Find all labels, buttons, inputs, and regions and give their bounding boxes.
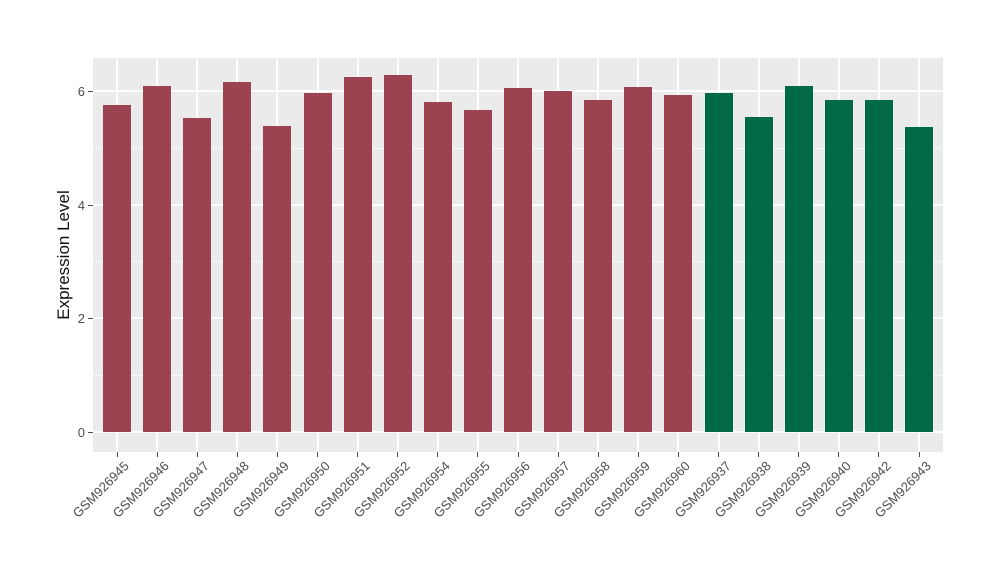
y-tick-label: 0 <box>77 425 85 440</box>
bar-GSM926950 <box>303 92 332 432</box>
x-tick-mark <box>477 452 479 457</box>
x-tick-mark <box>718 452 719 457</box>
x-tick-mark <box>517 452 519 457</box>
y-tick-label: 6 <box>77 84 85 100</box>
bar-GSM926954 <box>423 101 452 432</box>
bar-GSM926948 <box>223 81 252 432</box>
x-tick-mark <box>236 452 238 457</box>
x-tick-mark <box>557 452 559 457</box>
y-tick-label: 4 <box>77 197 85 213</box>
x-tick-mark <box>838 452 840 457</box>
bar-GSM926945 <box>103 104 131 432</box>
bar-GSM926952 <box>383 75 412 432</box>
x-tick-mark <box>276 452 278 457</box>
y-tick-mark <box>88 432 93 433</box>
bar-GSM926940 <box>824 99 853 432</box>
x-tick-mark <box>758 452 760 457</box>
x-tick-mark <box>397 452 399 457</box>
x-tick-mark <box>918 452 920 457</box>
x-tick-mark <box>677 452 679 457</box>
bar-GSM926959 <box>624 87 653 432</box>
x-tick-mark <box>357 452 359 457</box>
y-tick-mark <box>88 318 93 320</box>
bar-GSM926957 <box>544 91 573 432</box>
bar-GSM926942 <box>864 99 893 432</box>
x-tick-mark <box>798 452 800 457</box>
bar-GSM926938 <box>744 117 773 432</box>
bar-GSM926937 <box>704 92 733 432</box>
y-tick-mark <box>88 91 93 93</box>
bar-GSM926947 <box>183 118 212 432</box>
bar-GSM926956 <box>504 88 532 432</box>
bar-GSM926958 <box>584 99 613 432</box>
x-tick-mark <box>156 452 158 457</box>
bar-GSM926955 <box>463 109 492 432</box>
x-tick-mark <box>437 452 439 457</box>
x-tick-mark <box>317 452 318 457</box>
x-tick-mark <box>597 452 599 457</box>
bar-GSM926949 <box>263 126 292 432</box>
y-tick-mark <box>88 204 93 206</box>
bar-GSM926943 <box>905 126 933 432</box>
y-tick-label: 2 <box>77 311 85 327</box>
bar-GSM926951 <box>343 77 372 432</box>
x-tick-mark <box>637 452 639 457</box>
plot-panel <box>93 58 943 452</box>
x-tick-mark <box>878 452 880 457</box>
bar-GSM926946 <box>143 85 172 432</box>
bar-GSM926939 <box>784 86 813 432</box>
bar-GSM926960 <box>664 94 693 432</box>
x-tick-mark <box>196 452 198 457</box>
x-tick-mark <box>116 452 118 457</box>
